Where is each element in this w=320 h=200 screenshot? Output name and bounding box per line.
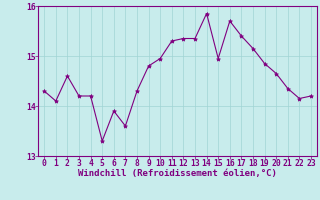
X-axis label: Windchill (Refroidissement éolien,°C): Windchill (Refroidissement éolien,°C) xyxy=(78,169,277,178)
